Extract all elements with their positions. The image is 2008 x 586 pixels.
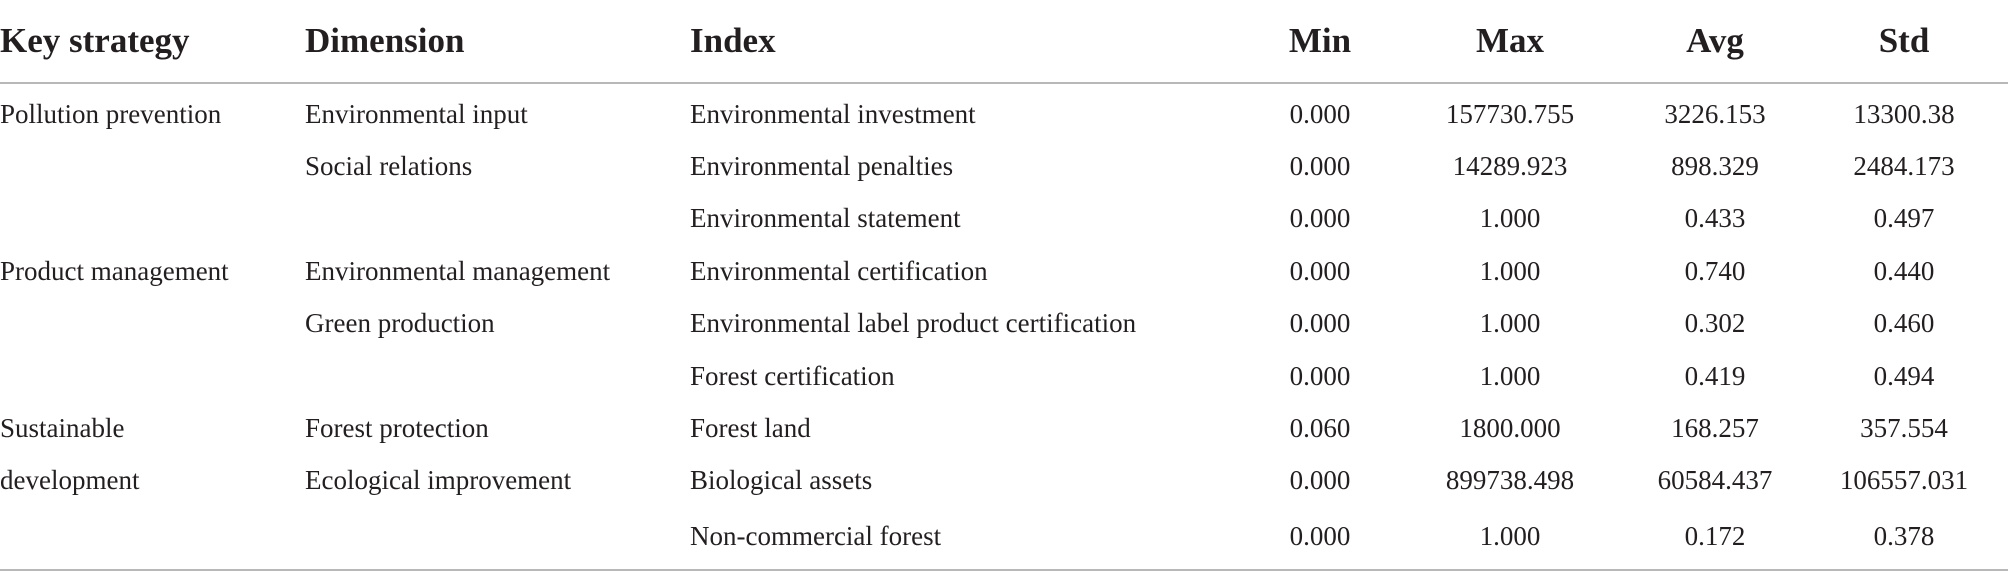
cell-max: 1.000	[1390, 507, 1630, 572]
cell-min: 0.060	[1289, 413, 1351, 444]
table-row: Product management Environmental manageme…	[0, 245, 2008, 297]
cell-index: Forest certification	[690, 360, 895, 391]
header-avg: Avg	[1630, 14, 1800, 84]
cell-max: 1.000	[1479, 255, 1541, 286]
cell-index: Non-commercial forest	[690, 507, 1250, 572]
cell-max: 157730.755	[1445, 98, 1575, 129]
cell-min: 0.000	[1289, 308, 1351, 339]
cell-dimension	[305, 507, 690, 572]
cell-key-strategy: Product management	[0, 255, 229, 286]
table-row: Forest certification 0.000 1.000 0.419 0.494	[0, 350, 2008, 402]
cell-avg: 3226.153	[1664, 98, 1766, 129]
header-index: Index	[690, 14, 1250, 84]
table-row: Pollution prevention Environmental input E…	[0, 83, 2008, 140]
cell-std: 2484.173	[1853, 151, 1955, 182]
cell-dimension: Environmental management	[305, 255, 611, 286]
cell-dimension: Environmental input	[305, 98, 528, 129]
cell-std: 0.440	[1873, 255, 1935, 286]
cell-index: Environmental investment	[690, 98, 976, 129]
cell-std: 106557.031	[1839, 465, 1969, 496]
cell-avg: 168.257	[1671, 413, 1759, 444]
cell-std: 0.497	[1873, 203, 1935, 234]
cell-key-strategy	[0, 298, 305, 350]
cell-dimension: Social relations	[305, 151, 473, 182]
cell-min: 0.000	[1289, 465, 1351, 496]
cell-dimension: Green production	[305, 308, 495, 339]
cell-min: 0.000	[1289, 203, 1351, 234]
cell-min: 0.000	[1289, 255, 1351, 286]
table-row: Social relations Environmental penalties 0…	[0, 140, 2008, 192]
cell-min: 0.000	[1289, 98, 1351, 129]
cell-avg: 0.302	[1684, 308, 1746, 339]
cell-key-strategy: Pollution prevention	[0, 98, 222, 129]
cell-max: 14289.923	[1452, 151, 1568, 182]
cell-index: Environmental label product certificatio…	[690, 308, 1137, 339]
table-header: Key strategy Dimension Index Min Max Avg…	[0, 14, 2008, 84]
cell-avg: 0.433	[1684, 203, 1746, 234]
cell-key-strategy: Sustainable	[0, 413, 125, 444]
cell-avg: 898.329	[1671, 151, 1759, 182]
table-row: Environmental statement 0.000 1.000 0.433 0.…	[0, 193, 2008, 245]
cell-avg: 0.419	[1684, 360, 1746, 391]
cell-index: Environmental penalties	[690, 151, 954, 182]
header-row: Key strategy Dimension Index Min Max Avg…	[0, 14, 2008, 84]
cell-std: 13300.38	[1853, 98, 1955, 129]
descriptive-statistics-table: Key strategy Dimension Index Min Max Avg…	[0, 14, 2008, 572]
cell-dimension	[305, 350, 690, 402]
cell-max: 1.000	[1479, 360, 1541, 391]
cell-std: 0.494	[1873, 360, 1935, 391]
header-dimension: Dimension	[305, 14, 690, 84]
cell-key-strategy: development	[0, 465, 140, 496]
cell-key-strategy	[0, 507, 305, 572]
cell-std: 0.460	[1873, 308, 1935, 339]
cell-min: 0.000	[1289, 151, 1351, 182]
cell-dimension: Forest protection	[305, 413, 489, 444]
table-row: Sustainable Forest protection Forest land 0…	[0, 402, 2008, 454]
cell-max: 1800.000	[1459, 413, 1561, 444]
cell-avg: 60584.437	[1657, 465, 1773, 496]
cell-dimension: Ecological improvement	[305, 465, 572, 496]
table-row: development Ecological improvement Biologi…	[0, 455, 2008, 507]
cell-std: 357.554	[1860, 413, 1948, 444]
cell-std: 0.378	[1800, 507, 2008, 572]
cell-index: Environmental certification	[690, 255, 988, 286]
cell-avg: 0.740	[1684, 255, 1746, 286]
table-row: Non-commercial forest 0.000 1.000 0.172 0.37…	[0, 507, 2008, 572]
cell-key-strategy	[0, 140, 305, 192]
cell-key-strategy	[0, 193, 305, 245]
cell-key-strategy	[0, 350, 305, 402]
cell-index: Environmental statement	[690, 203, 961, 234]
cell-min: 0.000	[1289, 360, 1351, 391]
cell-index: Biological assets	[690, 465, 873, 496]
cell-dimension	[305, 193, 690, 245]
cell-max: 1.000	[1479, 203, 1541, 234]
cell-max: 899738.498	[1445, 465, 1575, 496]
cell-min: 0.000	[1250, 507, 1390, 572]
table-row: Green production Environmental label prod…	[0, 298, 2008, 350]
cell-avg: 0.172	[1630, 507, 1800, 572]
header-key-strategy: Key strategy	[0, 14, 305, 84]
header-max: Max	[1390, 14, 1630, 84]
table-body: Pollution prevention Environmental input E…	[0, 83, 2008, 572]
cell-max: 1.000	[1479, 308, 1541, 339]
header-std: Std	[1800, 14, 2008, 84]
cell-index: Forest land	[690, 413, 811, 444]
header-min: Min	[1250, 14, 1390, 84]
